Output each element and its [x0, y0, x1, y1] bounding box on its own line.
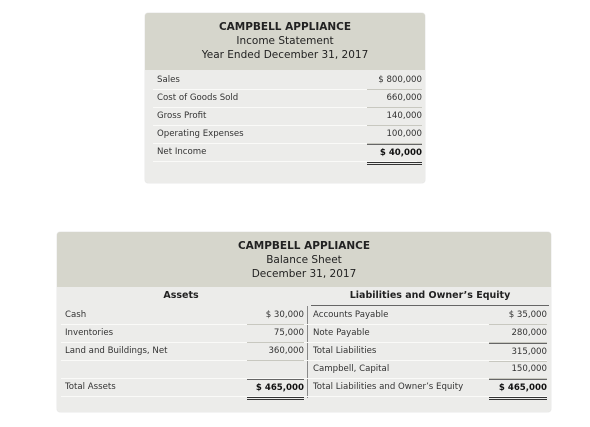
income-statement: CAMPBELL APPLIANCE Income Statement Year… [145, 13, 425, 183]
liabilities-heading: Liabilities and Owner’s Equity [311, 290, 549, 306]
balance-sheet: CAMPBELL APPLIANCE Balance Sheet Decembe… [57, 232, 551, 412]
date: December 31, 2017 [251, 268, 357, 280]
liability-value: 280,000 [489, 325, 547, 343]
row-label: Sales [157, 75, 180, 85]
row-label: Operating Expenses [157, 129, 244, 139]
asset-label: Inventories [65, 328, 114, 338]
row-separator [61, 342, 547, 343]
date: Year Ended December 31, 2017 [201, 49, 369, 61]
row-separator [61, 360, 547, 361]
row-label: Net Income [157, 147, 207, 157]
total-assets-value: $ 465,000 [247, 379, 304, 400]
row-separator [153, 125, 417, 126]
total-assets-label: Total Assets [65, 382, 116, 392]
row-separator [61, 378, 547, 379]
asset-value: 360,000 [247, 343, 304, 361]
asset-label: Cash [65, 310, 87, 320]
liability-value: $ 35,000 [489, 307, 547, 325]
row-separator [61, 324, 547, 325]
liability-label: Campbell, Capital [313, 364, 390, 374]
liability-label: Total Liabilities and Owner’s Equity [313, 382, 464, 392]
row-value: $ 800,000 [367, 72, 422, 90]
row-separator [61, 396, 547, 397]
asset-value: 75,000 [247, 325, 304, 343]
asset-label: Land and Buildings, Net [65, 346, 168, 356]
row-separator [153, 89, 417, 90]
liability-label: Note Payable [313, 328, 370, 338]
header: CAMPBELL APPLIANCE Balance Sheet Decembe… [57, 232, 551, 287]
row-value: 660,000 [367, 90, 422, 108]
company: CAMPBELL APPLIANCE [237, 240, 371, 252]
header: CAMPBELL APPLIANCE Income Statement Year… [145, 13, 425, 70]
divider [307, 306, 308, 398]
liability-label: Total Liabilities [313, 346, 377, 356]
row-value: 140,000 [367, 108, 422, 126]
row-label: Gross Profit [157, 111, 207, 121]
company: CAMPBELL APPLIANCE [218, 21, 352, 33]
liability-value: 150,000 [489, 361, 547, 379]
liability-label: Accounts Payable [313, 310, 389, 320]
row-separator [153, 107, 417, 108]
asset-value: $ 30,000 [247, 307, 304, 325]
row-separator [153, 143, 417, 144]
row-label: Cost of Goods Sold [157, 93, 239, 103]
title: Balance Sheet [266, 254, 342, 266]
row-value: $ 40,000 [367, 144, 422, 165]
liability-value: $ 465,000 [489, 379, 547, 400]
assets-heading: Assets [163, 290, 199, 301]
title: Income Statement [236, 35, 334, 47]
row-value: 100,000 [367, 126, 422, 144]
row-separator [153, 161, 417, 162]
liability-value: 315,000 [489, 343, 547, 362]
